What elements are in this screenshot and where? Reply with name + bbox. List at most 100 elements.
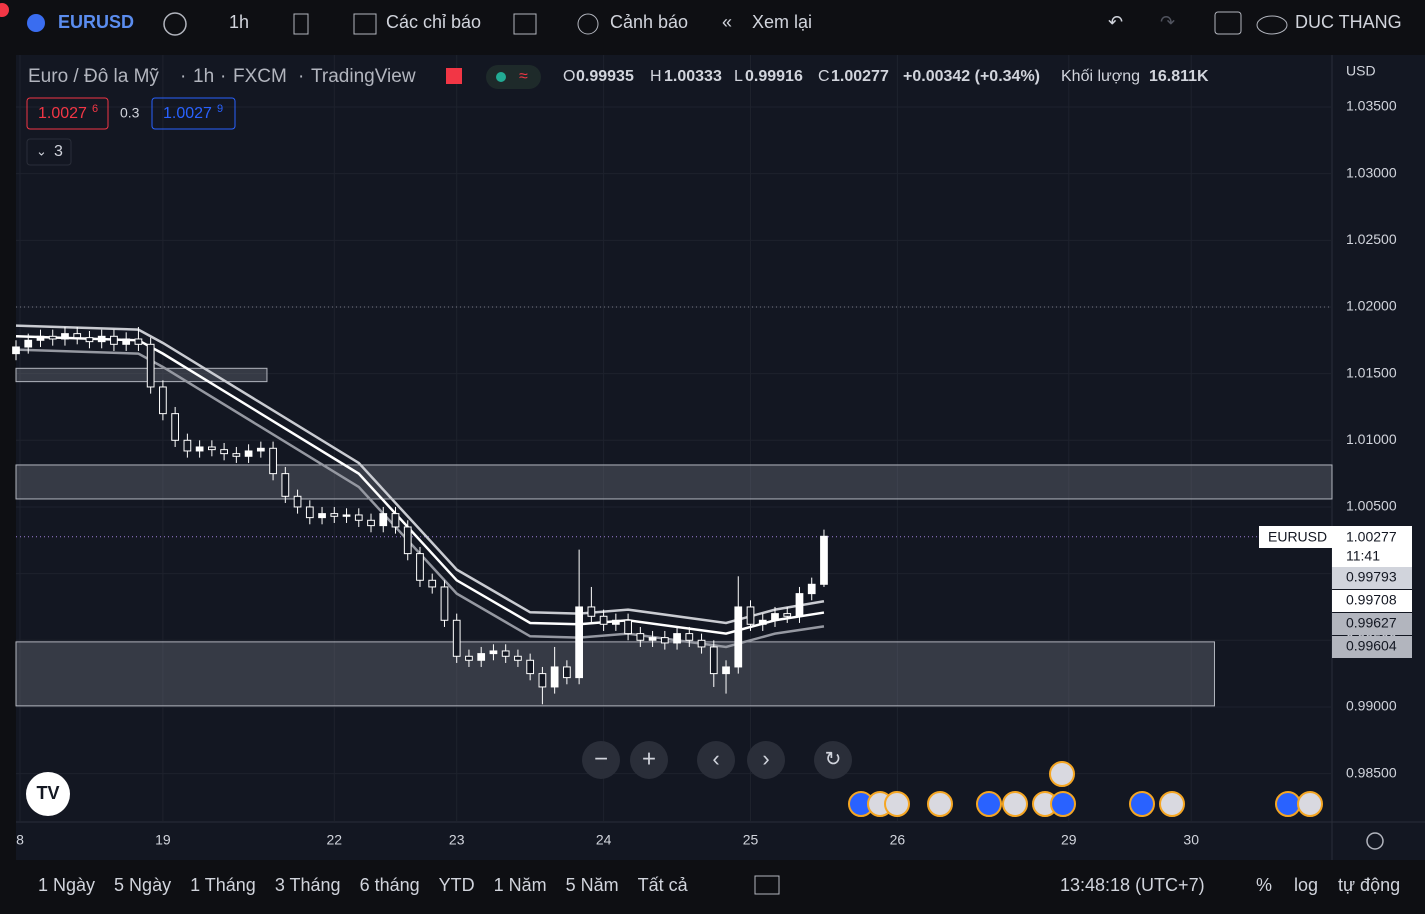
zoom-out-icon[interactable]: − [594,745,608,772]
scroll-left-icon[interactable]: ‹ [712,746,719,771]
replay[interactable]: Xem lại [752,12,812,32]
zoom-in[interactable] [630,741,668,779]
redo[interactable]: ↷ [1160,12,1175,32]
settings[interactable] [1366,832,1384,850]
date-range-icon[interactable] [754,875,780,895]
reset-icon[interactable]: ↻ [825,748,842,770]
scroll-right-icon[interactable]: › [762,746,769,771]
tag-symbol: EURUSD [1268,529,1327,545]
y-tick-label: 0.98500 [1346,764,1397,780]
y-tick-label: 1.03000 [1346,164,1397,180]
event-us[interactable] [1049,761,1075,787]
level-tag-bg [1332,590,1412,612]
fullscreen[interactable] [1214,11,1242,35]
candle-body [73,333,82,339]
moving-average [15,335,825,635]
symbol[interactable]: EURUSD [58,12,134,32]
candle-body [391,513,400,528]
spread: 0.3 [120,105,140,121]
scroll-right[interactable] [747,741,785,779]
candle-body [122,338,131,345]
event-eu[interactable] [976,791,1002,817]
range-button[interactable]: 5 Ngày [114,875,171,895]
notification [0,3,9,17]
x-tick-label: 23 [449,832,465,848]
reset[interactable] [814,741,852,779]
indicators[interactable]: Các chỉ báo [386,12,481,32]
chart-pane [16,55,1332,822]
event-eu[interactable] [1275,791,1301,817]
candle-body [820,535,828,585]
tag-price: 1.00277 [1346,529,1397,545]
scroll-left[interactable] [697,741,735,779]
event-us[interactable] [1297,791,1323,817]
candle-body [440,586,449,621]
range-button[interactable]: 1 Năm [494,875,547,895]
log-toggle[interactable]: log [1294,875,1318,895]
price-axis [1332,55,1425,822]
interval[interactable]: 1h [229,12,249,32]
currency[interactable]: USD [1346,63,1376,79]
templates[interactable] [513,13,537,35]
indicator-count[interactable]: 3 [54,143,63,160]
range-button[interactable]: Tất cả [638,875,689,895]
replay-icon[interactable]: « [722,12,732,32]
indicators-icon[interactable] [353,13,377,35]
user[interactable]: DUC THANG [1295,12,1402,32]
cloud-icon[interactable] [1256,15,1288,35]
range-button[interactable]: 5 Năm [566,875,619,895]
candle-body [477,653,486,661]
add-symbol[interactable] [163,12,187,36]
event-eu[interactable] [1129,791,1155,817]
level-tag-bg [1332,613,1412,635]
candle-body [24,339,33,348]
alerts[interactable]: Cảnh báo [610,12,688,32]
range-button[interactable]: YTD [439,875,475,895]
event-eu[interactable] [1050,791,1076,817]
range-button[interactable]: 6 tháng [360,875,420,895]
range-button[interactable]: 1 Ngày [38,875,95,895]
x-tick-label: 22 [326,832,342,848]
candle-body [281,473,290,497]
candle-body [624,619,632,635]
candle-body [697,639,706,648]
level-tag: 0.99604 [1346,638,1397,654]
candle-body [563,666,571,679]
bid[interactable]: 1.0027 [38,105,87,122]
undo[interactable]: ↶ [1108,12,1123,32]
range-button[interactable]: 1 Tháng [190,875,256,895]
logo-mark[interactable]: TV [36,783,59,803]
event-us[interactable] [927,791,953,817]
ask-sup[interactable]: 9 [217,103,223,115]
separator: · [298,66,304,87]
candle-body [97,335,106,343]
auto-toggle[interactable]: tự động [1338,875,1400,895]
event-us[interactable] [1002,791,1028,817]
legend-name: Euro / Đô la Mỹ [28,66,159,87]
alert-icon[interactable] [577,13,599,35]
zoom-in-icon[interactable]: + [642,745,656,772]
candle-body [538,673,547,688]
zone [15,464,1333,500]
range-button[interactable]: 3 Tháng [275,875,341,895]
clock[interactable]: 13:48:18 (UTC+7) [1060,875,1205,895]
percent-toggle[interactable]: % [1256,875,1272,895]
bid-sup[interactable]: 6 [92,103,98,115]
candle-body [330,513,339,517]
sell-button[interactable] [26,97,109,130]
candle-body [195,446,204,452]
chevron[interactable]: ⌄ [36,143,47,158]
logo[interactable] [26,772,70,816]
candle-body [673,633,681,644]
symbol-flag [27,14,45,32]
zoom-out[interactable] [582,741,620,779]
ask[interactable]: 1.0027 [163,105,212,122]
event-us[interactable] [1159,791,1185,817]
low: 0.99916 [745,68,803,85]
indicators-toggle[interactable] [26,138,72,166]
candle-body [611,619,620,625]
chart-type[interactable] [293,13,309,35]
candle-body [208,446,216,451]
event-us[interactable] [884,791,910,817]
buy-button[interactable] [151,97,236,130]
